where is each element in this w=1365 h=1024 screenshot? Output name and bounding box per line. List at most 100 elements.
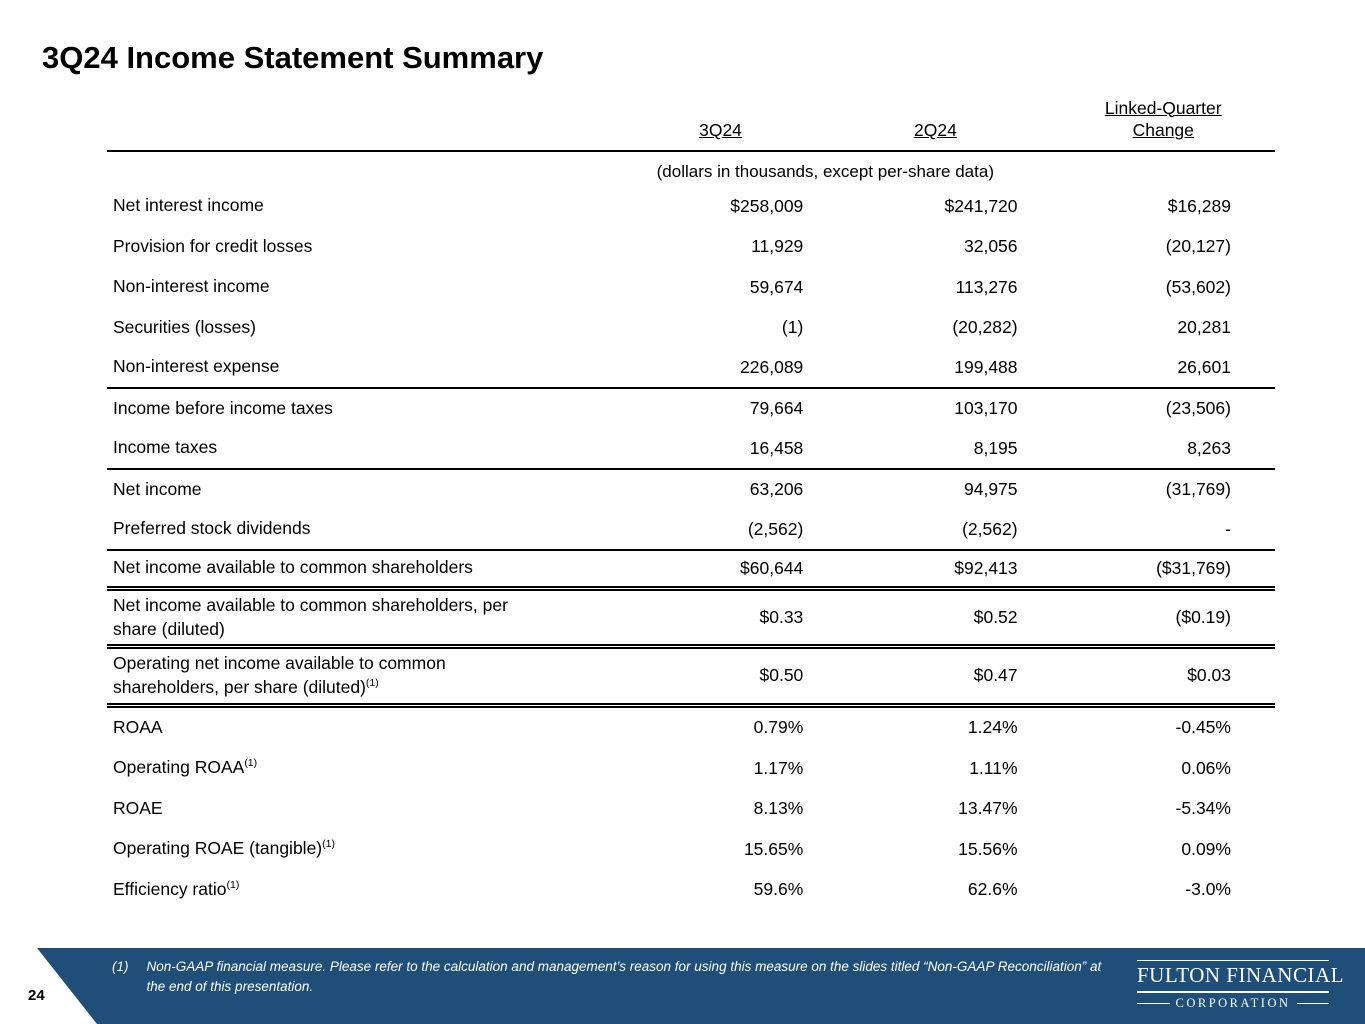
row-label: Income before income taxes bbox=[113, 397, 333, 418]
logo-right-rule bbox=[1296, 1003, 1330, 1004]
row-value: 59.6% bbox=[753, 879, 804, 900]
row-value: $0.47 bbox=[973, 665, 1018, 686]
row-value: (20,127) bbox=[1165, 236, 1231, 257]
row-value: 8,195 bbox=[973, 437, 1018, 458]
column-header-2q24: 2Q24 bbox=[914, 120, 957, 141]
row-value: (31,769) bbox=[1165, 479, 1231, 500]
logo-left-rule bbox=[1137, 1003, 1170, 1004]
row-value: 15.65% bbox=[743, 838, 804, 859]
table-subheader-row: (dollars in thousands, except per-share … bbox=[107, 152, 1275, 186]
row-value: 26,601 bbox=[1177, 356, 1231, 377]
row-value: -5.34% bbox=[1175, 798, 1231, 819]
row-value: (2,562) bbox=[747, 518, 804, 539]
logo-company-name: FULTON FINANCIAL bbox=[1137, 960, 1343, 993]
table-row: Operating ROAA(1) 1.17% 1.11% 0.06% bbox=[107, 748, 1275, 789]
table-row: Income before income taxes 79,664 103,170 (… bbox=[107, 389, 1275, 430]
row-value: - bbox=[1225, 518, 1231, 539]
row-label: Income taxes bbox=[113, 437, 218, 458]
row-value: 79,664 bbox=[749, 398, 804, 419]
logo-corporation-line: CORPORATION bbox=[1137, 996, 1330, 1011]
table-row: Non-interest income 59,674 113,276 (53,602) bbox=[107, 267, 1275, 308]
row-label: Operating ROAA(1) bbox=[113, 757, 258, 778]
row-label: Preferred stock dividends bbox=[113, 518, 311, 539]
row-value: 0.06% bbox=[1181, 757, 1231, 778]
row-value: 62.6% bbox=[967, 879, 1018, 900]
row-value: 94,975 bbox=[964, 479, 1018, 500]
table-row: ROAE 8.13% 13.47% -5.34% bbox=[107, 789, 1275, 830]
table-body: Net interest income $258,009 $241,720 $16,2… bbox=[107, 186, 1275, 910]
row-value: 20,281 bbox=[1177, 317, 1231, 338]
table-row: Operating net income available to common… bbox=[107, 649, 1275, 708]
logo-corporation-text: CORPORATION bbox=[1175, 996, 1291, 1010]
row-label: Securities (losses) bbox=[113, 316, 256, 337]
row-value: 103,170 bbox=[954, 398, 1018, 419]
footnote-marker: (1) bbox=[112, 959, 129, 974]
table-row: Income taxes 16,458 8,195 8,263 bbox=[107, 429, 1275, 470]
footnote-text: Non-GAAP financial measure. Please refer… bbox=[146, 959, 1102, 995]
row-value: 113,276 bbox=[955, 276, 1018, 297]
row-label: ROAE bbox=[113, 797, 163, 818]
row-value: $0.03 bbox=[1187, 665, 1231, 686]
row-value: $241,720 bbox=[944, 195, 1018, 216]
row-value: 1.24% bbox=[967, 717, 1018, 738]
row-value: $0.52 bbox=[973, 607, 1018, 628]
row-value: (53,602) bbox=[1165, 276, 1231, 297]
column-header-linked-quarter-change: Linked-Quarter Change bbox=[1022, 97, 1275, 143]
row-value: ($31,769) bbox=[1156, 557, 1231, 578]
row-value: $92,413 bbox=[954, 557, 1018, 578]
row-value: 8.13% bbox=[753, 798, 804, 819]
row-value: (1) bbox=[781, 317, 804, 338]
row-label: Net income available to common sharehold… bbox=[113, 595, 508, 639]
table-row: Non-interest expense 226,089 199,488 26,601 bbox=[107, 348, 1275, 389]
row-value: 11,929 bbox=[751, 236, 804, 257]
row-value: 59,674 bbox=[749, 276, 804, 297]
footnote-ref: (1) bbox=[365, 677, 379, 690]
row-value: 1.11% bbox=[969, 757, 1018, 778]
table-row: Provision for credit losses 11,929 32,056 (… bbox=[107, 227, 1275, 268]
row-value: 226,089 bbox=[740, 356, 804, 377]
row-label: Net income bbox=[113, 478, 202, 499]
row-value: (20,282) bbox=[952, 317, 1018, 338]
row-label: Non-interest expense bbox=[113, 356, 280, 377]
row-label: Efficiency ratio(1) bbox=[113, 878, 240, 899]
row-value: ($0.19) bbox=[1175, 607, 1231, 628]
table-row: Preferred stock dividends (2,562) (2,562) - bbox=[107, 510, 1275, 551]
row-value: $0.33 bbox=[759, 607, 804, 628]
row-value: 15.56% bbox=[958, 838, 1018, 859]
row-value: 32,056 bbox=[964, 236, 1018, 257]
row-value: 8,263 bbox=[1187, 437, 1231, 458]
row-label: Operating ROAE (tangible)(1) bbox=[113, 838, 335, 859]
footnote-ref: (1) bbox=[226, 879, 240, 892]
row-label: Operating net income available to common… bbox=[113, 653, 446, 697]
row-label: ROAA bbox=[113, 716, 163, 737]
row-label: Provision for credit losses bbox=[113, 235, 313, 256]
row-value: -3.0% bbox=[1185, 879, 1231, 900]
table-header-row: 3Q24 2Q24 Linked-Quarter Change bbox=[107, 95, 1275, 152]
table-row: Net income 63,206 94,975 (31,769) bbox=[107, 470, 1275, 511]
table-row: Operating ROAE (tangible)(1) 15.65% 15.56%… bbox=[107, 829, 1275, 870]
row-value: 13.47% bbox=[958, 798, 1018, 819]
row-label: Non-interest income bbox=[113, 276, 270, 297]
row-value: -0.45% bbox=[1175, 717, 1231, 738]
row-value: (23,506) bbox=[1165, 398, 1231, 419]
table-row: Net interest income $258,009 $241,720 $16,2… bbox=[107, 186, 1275, 227]
row-value: $0.50 bbox=[759, 665, 804, 686]
footnote-ref: (1) bbox=[244, 757, 258, 770]
row-value: $258,009 bbox=[730, 195, 804, 216]
income-statement-table: 3Q24 2Q24 Linked-Quarter Change (dollars… bbox=[107, 95, 1275, 910]
row-value: $16,289 bbox=[1167, 195, 1231, 216]
table-row: Net income available to common sharehold… bbox=[107, 591, 1275, 650]
table-row: Securities (losses) (1) (20,282) 20,281 bbox=[107, 308, 1275, 349]
page-number: 24 bbox=[28, 987, 45, 1004]
footnote-ref: (1) bbox=[322, 838, 335, 851]
row-value: 0.09% bbox=[1181, 838, 1231, 859]
fulton-financial-logo: FULTON FINANCIAL CORPORATION bbox=[1137, 960, 1343, 1011]
row-value: (2,562) bbox=[962, 518, 1018, 539]
units-note: (dollars in thousands, except per-share … bbox=[656, 162, 994, 181]
page-number-corner bbox=[0, 948, 97, 1024]
row-value: $60,644 bbox=[740, 557, 804, 578]
row-value: 1.17% bbox=[753, 757, 804, 778]
row-label: Net interest income bbox=[113, 195, 264, 216]
table-row: Net income available to common sharehold… bbox=[107, 551, 1275, 591]
table-row: Efficiency ratio(1) 59.6% 62.6% -3.0% bbox=[107, 870, 1275, 911]
